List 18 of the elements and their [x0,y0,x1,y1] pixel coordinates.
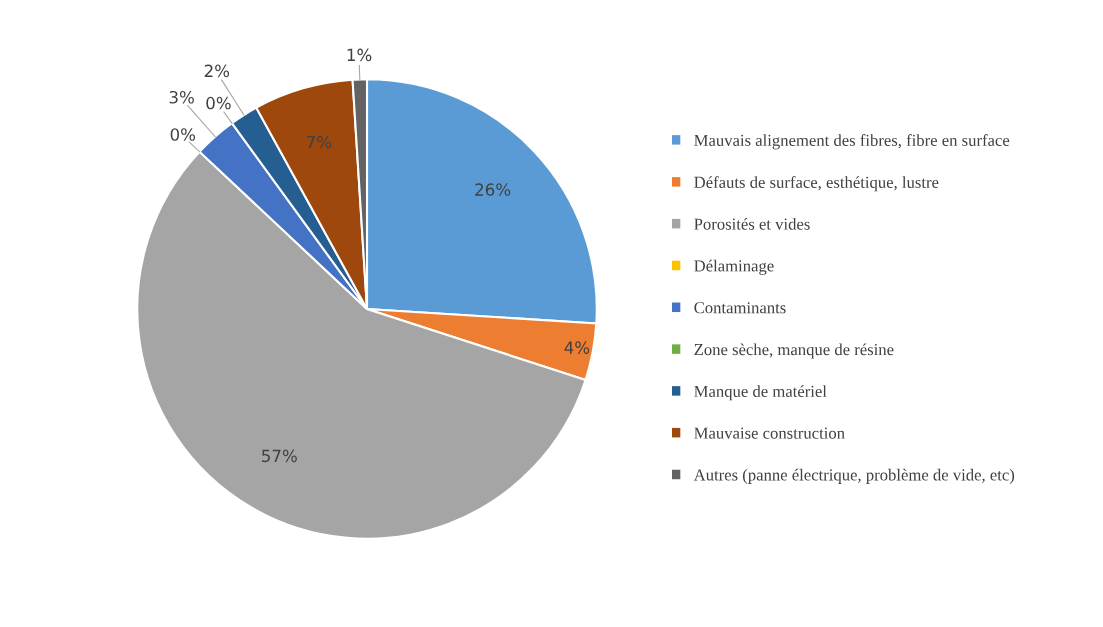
text: 0% [170,128,196,141]
data-label: 1% [347,48,372,62]
legend-label: Délaminage [694,259,774,275]
legend-label: Porosités et vides [694,217,810,230]
legend-label: Défauts de surface, esthétique, lustre [694,176,939,192]
data-label: 3% [169,90,194,104]
text: 0% [206,96,231,110]
legend-label: Mauvaise construction [694,427,845,439]
legend-label: Zone sèche, manque de résine [694,343,894,359]
legend-label: Manque de matériel [694,385,827,401]
legend-label: Mauvais alignement des fibres, fibre en surface [694,134,1010,150]
data-label: 2% [204,64,230,78]
data-label: 7% [307,135,332,149]
legend-label: Contaminants [694,302,786,314]
legend-label: Autres (panne électrique, problème de vide, etc) [693,468,1015,484]
data-label: 26% [475,183,511,196]
data-label: 57% [262,449,297,463]
data-label: 4% [564,341,590,354]
